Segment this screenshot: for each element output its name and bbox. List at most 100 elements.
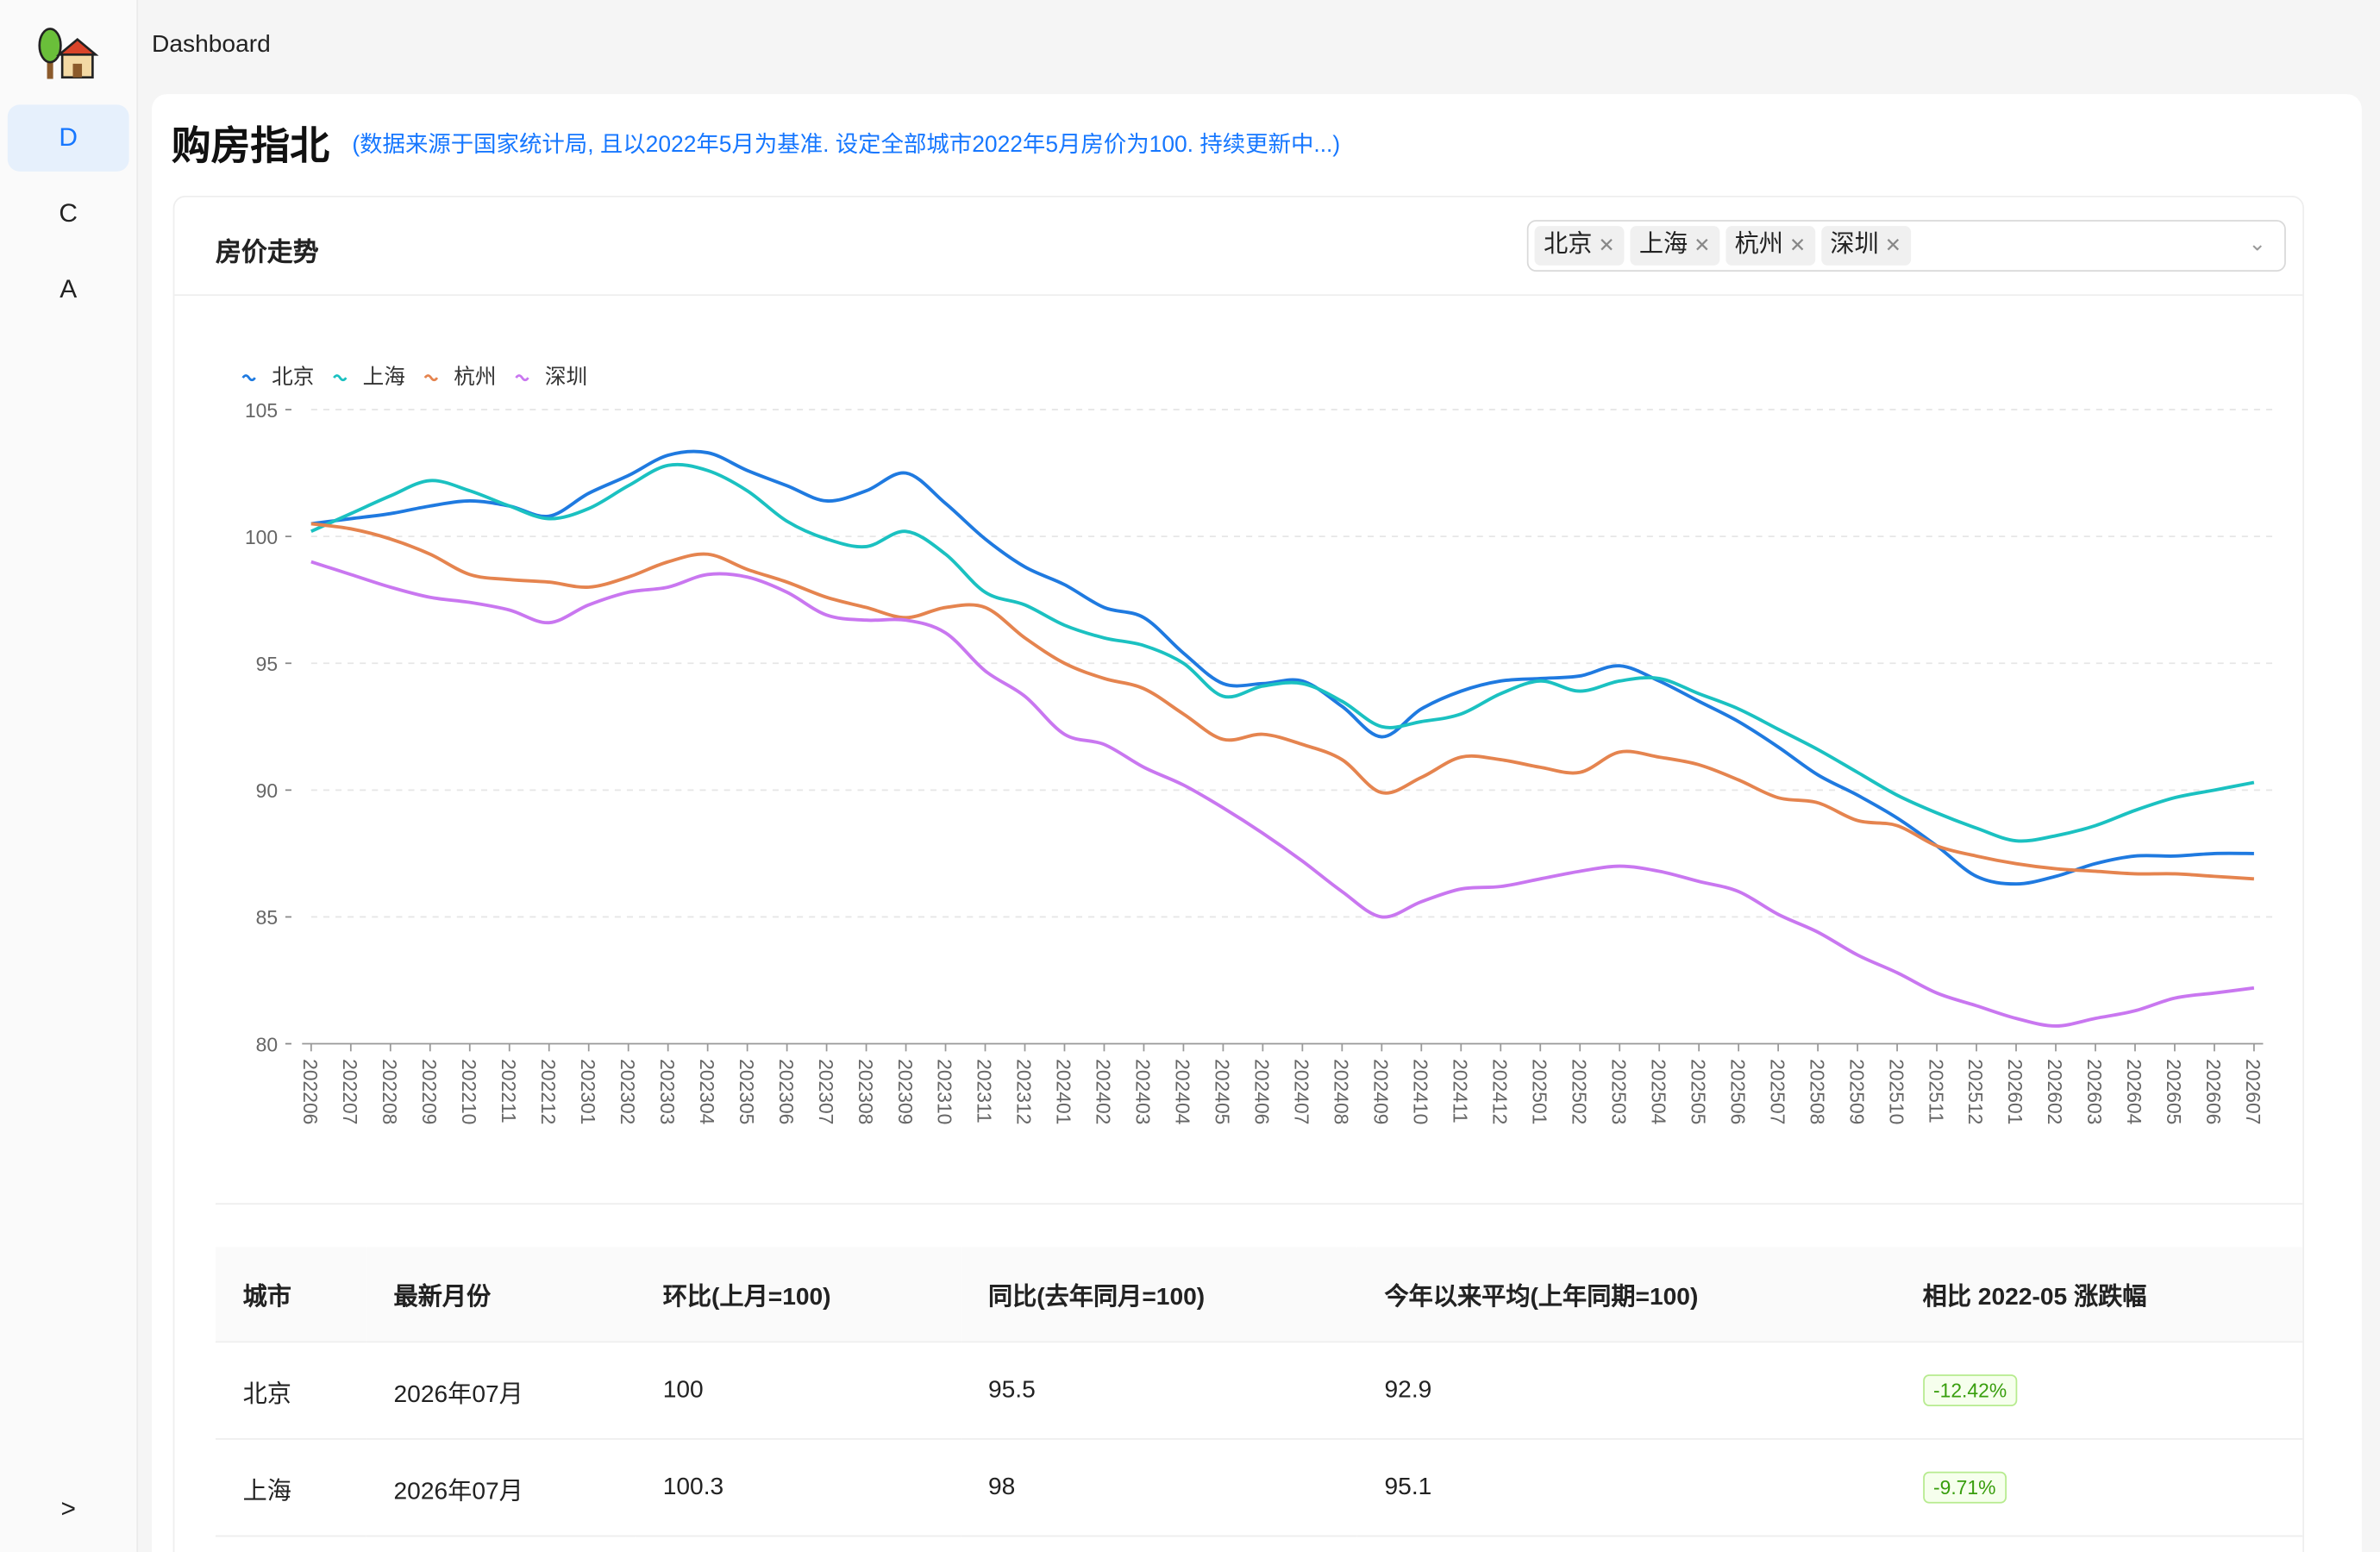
x-tick-label: 202208 bbox=[379, 1059, 401, 1124]
tag-label: 杭州 bbox=[1734, 232, 1783, 259]
line-series bbox=[310, 560, 2255, 1028]
legend-icon bbox=[333, 374, 348, 382]
menu-item[interactable]: C bbox=[59, 198, 78, 228]
y-tick-label: 90 bbox=[256, 779, 278, 802]
x-tick-label: 202506 bbox=[1726, 1059, 1749, 1124]
table-cell: 95.1 bbox=[1356, 1438, 1895, 1537]
line-series bbox=[310, 522, 2255, 881]
legend-label: 杭州 bbox=[454, 365, 496, 389]
page-title: 购房指北 bbox=[171, 122, 329, 169]
column-header: 同比(去年同月=100) bbox=[961, 1247, 1357, 1343]
select-tag[interactable]: 上海 ✕ bbox=[1630, 226, 1720, 266]
legend-icon bbox=[515, 374, 529, 382]
select-tag[interactable]: 杭州 ✕ bbox=[1726, 226, 1815, 266]
x-tick-label: 202401 bbox=[1053, 1059, 1075, 1124]
sidebar: D C A > bbox=[0, 0, 139, 1552]
x-tick-label: 202312 bbox=[1013, 1059, 1036, 1124]
x-tick-label: 202603 bbox=[2083, 1059, 2106, 1124]
x-tick-label: 202308 bbox=[855, 1059, 877, 1124]
column-header: 今年以来平均(上年同期=100) bbox=[1356, 1247, 1895, 1343]
x-tick-label: 202402 bbox=[1093, 1059, 1115, 1124]
menu-item[interactable]: D bbox=[7, 104, 129, 172]
x-tick-label: 202604 bbox=[2123, 1059, 2145, 1125]
x-tick-label: 202411 bbox=[1449, 1059, 1471, 1123]
x-tick-label: 202501 bbox=[1528, 1059, 1550, 1124]
x-tick-label: 202207 bbox=[339, 1059, 361, 1124]
collapse-button[interactable]: > bbox=[60, 1494, 76, 1524]
tag-close[interactable]: ✕ bbox=[1884, 233, 1901, 257]
card: 房价走势 ⌄ 北京 ✕ 上海 ✕ 杭州 ✕ 深圳 ✕ 城市 最新月份 环比(上月=100) 同比(去… bbox=[172, 195, 2304, 1552]
x-tick-label: 202502 bbox=[1568, 1059, 1590, 1124]
menu-item[interactable]: A bbox=[60, 274, 78, 304]
logo bbox=[38, 28, 99, 79]
x-tick-label: 202311 bbox=[974, 1059, 996, 1123]
column-header: 环比(上月=100) bbox=[636, 1247, 961, 1343]
x-tick-label: 202607 bbox=[2242, 1059, 2264, 1124]
table-row: 北京 2026年07月 100 95.5 92.9 -12.42% bbox=[215, 1342, 2303, 1440]
column-header: 相比 2022-05 涨跌幅 bbox=[1895, 1247, 2303, 1343]
x-tick-label: 202509 bbox=[1845, 1059, 1868, 1124]
change-badge: -9.71% bbox=[1922, 1471, 2007, 1504]
x-tick-label: 202407 bbox=[1291, 1059, 1313, 1124]
x-tick-label: 202310 bbox=[934, 1059, 956, 1124]
table-cell: 北京 bbox=[215, 1342, 366, 1440]
data-table: 城市 最新月份 环比(上月=100) 同比(去年同月=100) 今年以来平均(上年同期=… bbox=[215, 1247, 2303, 1537]
x-tick-label: 202206 bbox=[299, 1059, 322, 1124]
header-title: Dashboard bbox=[152, 31, 271, 58]
x-tick-label: 202305 bbox=[736, 1059, 758, 1124]
x-tick-label: 202301 bbox=[577, 1059, 599, 1124]
x-tick-label: 202408 bbox=[1331, 1059, 1353, 1124]
table-cell: 2026年07月 bbox=[366, 1342, 636, 1440]
x-tick-label: 202510 bbox=[1885, 1059, 1907, 1124]
tag-close[interactable]: ✕ bbox=[1598, 233, 1615, 257]
x-tick-label: 202307 bbox=[815, 1059, 837, 1124]
x-tick-label: 202602 bbox=[2044, 1059, 2066, 1124]
x-tick-label: 202404 bbox=[1172, 1059, 1194, 1125]
x-tick-label: 202511 bbox=[1925, 1059, 1947, 1123]
select-tag[interactable]: 北京 ✕ bbox=[1534, 226, 1625, 266]
line-series bbox=[310, 462, 2255, 843]
legend-icon bbox=[241, 374, 256, 382]
x-tick-label: 202210 bbox=[458, 1059, 480, 1124]
table-cell: 92.9 bbox=[1356, 1342, 1895, 1440]
x-tick-label: 202304 bbox=[696, 1059, 718, 1125]
x-tick-label: 202606 bbox=[2202, 1059, 2225, 1124]
city-select[interactable]: ⌄ 北京 ✕ 上海 ✕ 杭州 ✕ 深圳 ✕ bbox=[1526, 220, 2286, 272]
x-tick-label: 202409 bbox=[1370, 1059, 1393, 1124]
legend-label: 深圳 bbox=[545, 365, 587, 389]
x-tick-label: 202505 bbox=[1687, 1059, 1709, 1124]
select-arrow: ⌄ bbox=[2248, 230, 2266, 255]
table-cell: 95.5 bbox=[961, 1342, 1357, 1440]
x-tick-label: 202508 bbox=[1806, 1059, 1828, 1124]
divider bbox=[174, 294, 2303, 297]
select-tag[interactable]: 深圳 ✕ bbox=[1820, 226, 1911, 266]
x-tick-label: 202504 bbox=[1647, 1059, 1669, 1125]
column-header: 城市 bbox=[215, 1247, 366, 1343]
table-cell: 98 bbox=[961, 1438, 1357, 1537]
x-tick-label: 202601 bbox=[2004, 1059, 2026, 1124]
x-tick-label: 202403 bbox=[1132, 1059, 1155, 1124]
y-tick-label: 105 bbox=[245, 399, 278, 422]
x-tick-label: 202605 bbox=[2163, 1059, 2185, 1124]
x-tick-label: 202302 bbox=[617, 1059, 639, 1124]
x-tick-label: 202406 bbox=[1251, 1059, 1274, 1124]
card-title: 房价走势 bbox=[215, 238, 319, 267]
table-cell: -12.42% bbox=[1895, 1342, 2303, 1440]
x-tick-label: 202306 bbox=[775, 1059, 798, 1124]
y-tick-label: 85 bbox=[256, 906, 278, 929]
tag-close[interactable]: ✕ bbox=[1694, 233, 1711, 257]
table-cell: -9.71% bbox=[1895, 1438, 2303, 1537]
tag-close[interactable]: ✕ bbox=[1789, 233, 1807, 257]
table-row: 上海 2026年07月 100.3 98 95.1 -9.71% bbox=[215, 1438, 2303, 1537]
table-cell: 100.3 bbox=[636, 1438, 961, 1537]
x-tick-label: 202412 bbox=[1488, 1059, 1511, 1124]
table-cell: 上海 bbox=[215, 1438, 366, 1537]
legend-label: 北京 bbox=[272, 365, 314, 389]
x-tick-label: 202309 bbox=[894, 1059, 917, 1124]
x-tick-label: 202303 bbox=[656, 1059, 679, 1124]
legend-icon bbox=[423, 374, 439, 382]
column-header: 最新月份 bbox=[366, 1247, 636, 1343]
x-tick-label: 202212 bbox=[537, 1059, 560, 1124]
